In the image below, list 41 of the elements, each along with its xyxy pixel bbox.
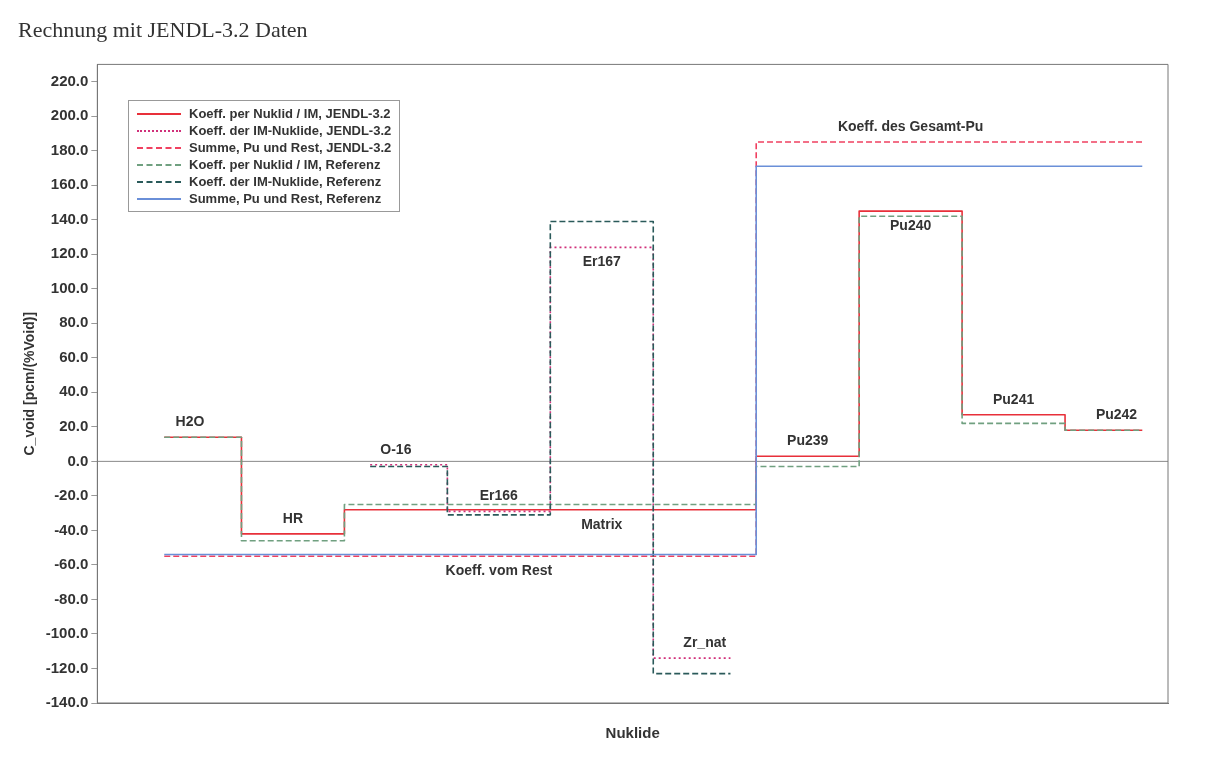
- y-tick-label: -60.0: [54, 555, 89, 573]
- y-tick-label: 0.0: [67, 451, 89, 469]
- y-tick-label: -120.0: [45, 658, 89, 676]
- x-axis-title: Nuklide: [605, 724, 660, 742]
- data-label: Pu241: [992, 390, 1035, 407]
- y-tick-label: -100.0: [45, 624, 89, 642]
- data-label: Matrix: [581, 515, 623, 532]
- y-tick-label: -80.0: [54, 589, 89, 607]
- chart-title: Rechnung mit JENDL-3.2 Daten: [18, 16, 308, 42]
- y-tick-label: -20.0: [54, 486, 89, 504]
- y-tick-label: 20.0: [59, 416, 89, 434]
- data-label: Koeff. vom Rest: [445, 562, 553, 579]
- y-tick-label: 100.0: [50, 278, 89, 296]
- legend-label: Koeff. per Nuklid / IM, JENDL-3.2: [189, 105, 391, 122]
- data-label: HR: [282, 509, 304, 526]
- y-tick-label: 80.0: [59, 313, 89, 331]
- data-label: H2O: [175, 413, 205, 430]
- y-tick-label: 140.0: [50, 209, 89, 227]
- data-label: O-16: [380, 440, 412, 457]
- data-label: Er166: [479, 487, 519, 504]
- y-tick-label: 180.0: [50, 140, 89, 158]
- y-tick-label: 120.0: [50, 244, 89, 262]
- data-label: Zr_nat: [683, 633, 727, 650]
- data-label: Pu242: [1095, 406, 1138, 423]
- legend-label: Koeff. per Nuklid / IM, Referenz: [189, 156, 381, 173]
- data-label: Er167: [582, 253, 622, 270]
- y-axis-title: C_void [pcm/(%Void)]: [21, 311, 38, 456]
- data-label: Pu240: [890, 216, 932, 233]
- y-tick-label: 220.0: [50, 71, 89, 89]
- legend-label: Summe, Pu und Rest, Referenz: [189, 190, 382, 207]
- y-tick-label: -40.0: [54, 520, 89, 538]
- y-tick-label: 160.0: [50, 175, 89, 193]
- legend-label: Koeff. der IM-Nuklide, JENDL-3.2: [189, 122, 392, 139]
- data-label: Koeff. des Gesamt-Pu: [837, 117, 984, 134]
- data-label: Pu239: [787, 432, 829, 449]
- legend-label: Summe, Pu und Rest, JENDL-3.2: [189, 139, 392, 156]
- legend-label: Koeff. der IM-Nuklide, Referenz: [189, 173, 382, 190]
- y-tick-label: -140.0: [45, 693, 89, 711]
- y-tick-label: 60.0: [59, 347, 89, 365]
- y-tick-label: 200.0: [50, 106, 89, 124]
- y-tick-label: 40.0: [59, 382, 89, 400]
